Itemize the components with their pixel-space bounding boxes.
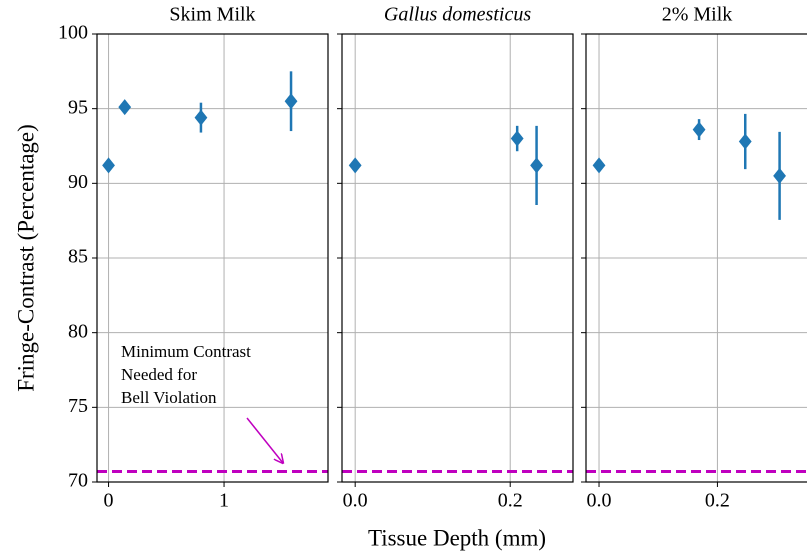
panel-title: Gallus domesticus — [384, 4, 531, 26]
axes-frame — [585, 33, 807, 483]
data-point — [510, 130, 524, 147]
axes-frame — [96, 33, 329, 483]
y-tick-label: 95 — [68, 96, 88, 118]
x-tick-label: 0.2 — [498, 490, 523, 512]
data-point — [592, 157, 606, 174]
y-tick-label: 90 — [68, 171, 88, 193]
x-tick-label: 1 — [219, 490, 229, 512]
data-point — [194, 109, 208, 126]
data-point — [102, 157, 115, 174]
data-point — [530, 157, 543, 174]
y-tick-label: 80 — [68, 320, 88, 342]
x-tick-label: 0 — [104, 490, 114, 512]
y-tick-label: 100 — [58, 22, 88, 44]
x-axis-label: Tissue Depth (mm) — [368, 525, 546, 550]
y-tick-label: 75 — [68, 395, 88, 417]
y-tick-label: 85 — [68, 246, 88, 268]
annotation-text: Bell Violation — [121, 388, 217, 407]
axes-frame — [341, 33, 574, 483]
x-tick-label: 0.0 — [343, 490, 368, 512]
data-point — [738, 133, 752, 150]
annotation-text: Needed for — [121, 365, 197, 384]
data-point — [692, 121, 706, 138]
panel-title: 2% Milk — [662, 4, 733, 26]
data-point — [118, 99, 132, 116]
data-point — [773, 167, 786, 184]
annotation-text: Minimum Contrast — [121, 342, 251, 361]
x-tick-label: 0.0 — [587, 490, 612, 512]
annotation-arrow — [246, 417, 283, 463]
panel-title: Skim Milk — [169, 4, 255, 26]
y-tick-label: 70 — [68, 470, 88, 492]
data-point — [284, 93, 298, 110]
data-point — [348, 157, 362, 174]
y-axis-label: Fringe-Contrast (Percentage) — [13, 124, 38, 392]
x-tick-label: 0.2 — [705, 490, 730, 512]
